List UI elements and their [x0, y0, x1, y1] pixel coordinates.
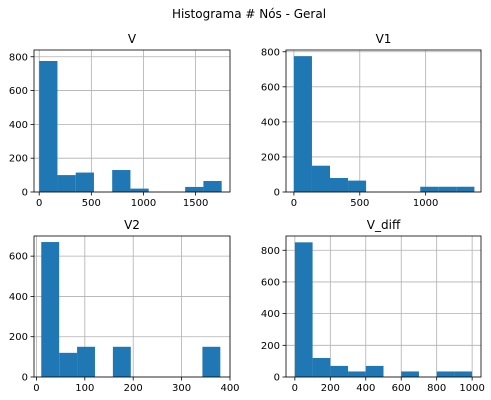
histogram-bar — [112, 346, 131, 377]
histogram-bar — [454, 371, 473, 377]
subplot-title-v1: V1 — [376, 32, 392, 46]
histogram-bar — [365, 365, 384, 377]
plot-frame — [285, 235, 482, 378]
histogram-bar — [330, 365, 349, 377]
y-tick-label: 0 — [22, 373, 28, 384]
histogram-bar — [41, 242, 60, 377]
plot-frame — [285, 49, 482, 193]
x-tick-label: 300 — [172, 383, 191, 394]
y-tick-label: 400 — [261, 309, 280, 320]
y-tick-label: 800 — [261, 47, 280, 58]
x-tick-label: 100 — [75, 383, 94, 394]
x-tick-label: 400 — [220, 383, 239, 394]
x-tick-label: 500 — [350, 198, 369, 209]
y-tick-label: 400 — [9, 292, 28, 303]
histogram-bar — [420, 186, 439, 192]
y-tick-label: 400 — [9, 120, 28, 131]
x-tick-label: 0 — [292, 383, 298, 394]
y-tick-label: 600 — [261, 277, 280, 288]
histogram-bar — [348, 180, 367, 192]
x-tick-label: 400 — [356, 383, 375, 394]
x-tick-label: 600 — [392, 383, 411, 394]
x-tick-label: 800 — [427, 383, 446, 394]
y-tick-label: 800 — [261, 246, 280, 257]
histogram-bar — [294, 242, 313, 377]
subplot-title-v-diff: V_diff — [367, 218, 401, 232]
y-tick-label: 200 — [9, 154, 28, 165]
y-tick-label: 600 — [9, 86, 28, 97]
histogram-bar — [77, 346, 95, 377]
plot-frame — [33, 235, 231, 378]
y-tick-label: 0 — [22, 188, 28, 199]
x-tick-label: 500 — [82, 198, 101, 209]
histogram-bar — [401, 371, 419, 377]
histogram-bar — [130, 188, 149, 192]
y-tick-label: 200 — [9, 332, 28, 343]
x-tick-label: 1000 — [131, 198, 156, 209]
histogram-bar — [112, 170, 131, 192]
histogram-bar — [75, 172, 94, 192]
histogram-bar — [293, 56, 312, 192]
histogram-bar — [203, 181, 222, 192]
histogram-bar — [436, 371, 455, 377]
x-tick-label: 0 — [36, 198, 42, 209]
histogram-bar — [438, 186, 457, 192]
histogram-bar — [202, 346, 221, 377]
x-tick-label: 0 — [33, 383, 39, 394]
x-tick-label: 200 — [124, 383, 143, 394]
histogram-bar — [57, 175, 76, 192]
histogram-bar — [59, 352, 78, 377]
plot-frame — [33, 49, 231, 193]
y-tick-label: 600 — [9, 252, 28, 263]
subplot-v2: V2 0 100 200 300 400 0 200 400 600 — [9, 218, 240, 394]
subplot-title-v: V — [128, 32, 137, 46]
histogram-bar — [312, 357, 331, 377]
y-tick-label: 200 — [261, 341, 280, 352]
y-tick-label: 0 — [274, 188, 280, 199]
histogram-bar — [39, 60, 58, 192]
histogram-bar — [456, 186, 475, 192]
histogram-bar — [348, 371, 366, 377]
x-tick-label: 1000 — [459, 383, 484, 394]
y-tick-label: 0 — [274, 373, 280, 384]
histogram-bar — [311, 165, 331, 192]
y-tick-label: 400 — [261, 117, 280, 128]
subplot-title-v2: V2 — [124, 218, 140, 232]
x-tick-label: 1000 — [413, 198, 438, 209]
y-tick-label: 800 — [9, 52, 28, 63]
y-tick-label: 200 — [261, 152, 280, 163]
subplot-v1: V1 0 500 1000 0 200 400 600 800 — [261, 32, 482, 209]
subplot-v-diff: V_diff 0 200 400 600 800 1000 0 200 400 600 800 — [261, 218, 485, 394]
x-tick-label: 0 — [291, 198, 297, 209]
y-tick-label: 600 — [261, 82, 280, 93]
x-tick-label: 1500 — [183, 198, 208, 209]
x-tick-label: 200 — [321, 383, 340, 394]
histogram-bar — [330, 177, 349, 192]
figure-suptitle: Histograma # Nós - Geral — [172, 7, 326, 21]
histogram-bar — [185, 186, 204, 192]
subplot-v: V 0 500 1000 1500 0 200 400 600 800 — [9, 32, 231, 209]
